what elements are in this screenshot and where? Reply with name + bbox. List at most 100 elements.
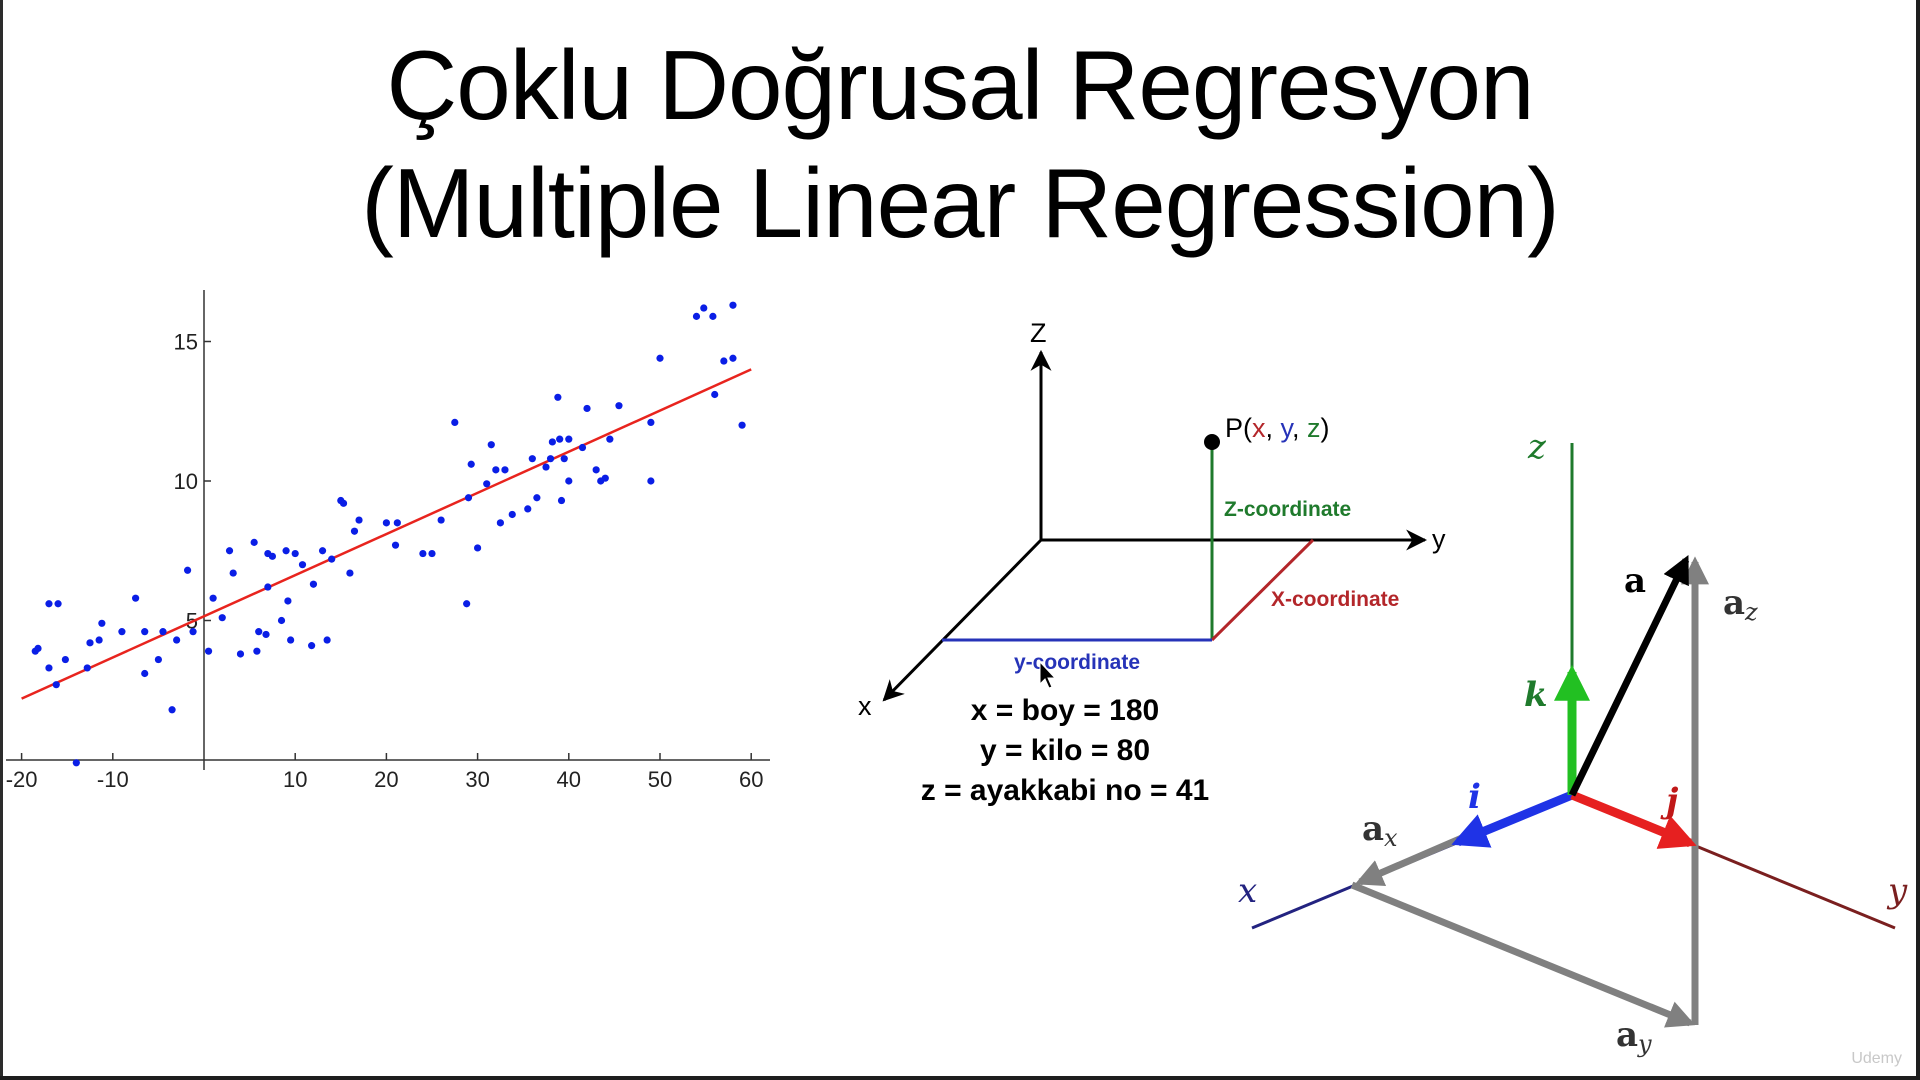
- scatter-point: [45, 664, 53, 672]
- scatter-point: [268, 552, 276, 560]
- point-p-label-x: x: [1252, 413, 1266, 443]
- x-tick-label: 20: [374, 767, 398, 792]
- z-coordinate-label: Z-coordinate: [1224, 498, 1351, 521]
- component-ay-arrow: [1350, 881, 1696, 1028]
- scatter-point: [501, 466, 509, 474]
- scatter-point: [428, 549, 436, 558]
- vector-diagram: z x y a az ax ay i j k: [1238, 427, 1908, 1058]
- scatter-point: [578, 443, 587, 452]
- scatter-point: [141, 669, 149, 678]
- x-tick-label: 50: [648, 767, 672, 792]
- x-axis-label: x: [858, 691, 872, 721]
- scatter-point: [565, 477, 573, 485]
- scatter-point: [250, 538, 258, 546]
- scatter-point: [262, 630, 270, 639]
- point-p-label-sep2: ,: [1292, 413, 1307, 443]
- point-p-label: P(x, y, z): [1225, 413, 1330, 443]
- point-p-label-y: y: [1281, 413, 1295, 443]
- udemy-watermark: Udemy: [1851, 1050, 1902, 1067]
- scatter-point: [173, 636, 181, 644]
- component-ax-arrow: [1354, 834, 1464, 886]
- y-tick-label: 10: [174, 469, 198, 494]
- scatter-point: [159, 628, 167, 636]
- x-tick-label: 30: [465, 767, 489, 792]
- vector-x-axis-label: x: [1238, 871, 1257, 911]
- scatter-point: [709, 312, 717, 320]
- scatter-point: [98, 619, 106, 627]
- equation-x: x = boy = 180: [971, 694, 1159, 727]
- scatter-point: [287, 636, 295, 644]
- scatter-point: [656, 354, 664, 362]
- scatter-point: [560, 455, 568, 463]
- scatter-point: [83, 664, 91, 672]
- scatter-point: [204, 647, 213, 655]
- coordinate-diagram: Z y x P(x, y, z) Z-coordinate X-coordina…: [858, 318, 1446, 807]
- scatter-point: [54, 600, 62, 608]
- scatter-point: [284, 597, 292, 605]
- y-tick-label: 15: [174, 330, 198, 355]
- component-ay-base: a: [1616, 1015, 1638, 1055]
- scatter-point: [95, 636, 103, 644]
- scatter-point: [218, 614, 226, 622]
- scatter-point: [451, 418, 459, 427]
- x-coordinate-label: X-coordinate: [1271, 588, 1399, 611]
- z-axis-label: Z: [1030, 318, 1047, 348]
- scatter-plot: -20-1010203040506051015: [6, 290, 770, 792]
- equation-z: z = ayakkabi no = 41: [921, 774, 1210, 807]
- scatter-point: [487, 441, 495, 449]
- x-tick-label: 40: [557, 767, 581, 792]
- slide-title-line-2: (Multiple Linear Regression): [361, 148, 1560, 258]
- vector-a-label: a: [1624, 561, 1646, 601]
- frame-edge-bottom: [0, 1076, 1920, 1080]
- scatter-point: [118, 628, 126, 636]
- scatter-point: [692, 312, 701, 320]
- unit-vector-j-arrow: [1570, 790, 1697, 849]
- scatter-point: [729, 301, 737, 309]
- scatter-point: [483, 480, 491, 488]
- unit-vector-i-label: i: [1468, 777, 1481, 817]
- scatter-point: [437, 516, 445, 524]
- scatter-point: [528, 455, 536, 463]
- y-axis-label: y: [1432, 524, 1446, 554]
- vector-a-arrow: [1568, 554, 1690, 797]
- scatter-point: [209, 594, 217, 602]
- scatter-point: [548, 438, 556, 446]
- component-az-label: az: [1723, 583, 1758, 626]
- scatter-point: [542, 463, 550, 471]
- scatter-point: [277, 616, 286, 625]
- frame-edge-left: [0, 0, 3, 1080]
- scatter-point: [554, 393, 562, 401]
- scatter-point: [339, 499, 348, 507]
- scatter-point: [189, 628, 197, 636]
- x-tick-label: 60: [739, 767, 763, 792]
- scatter-point: [615, 402, 623, 410]
- scatter-point: [419, 549, 427, 558]
- scatter-point: [647, 477, 655, 485]
- scatter-point: [546, 455, 555, 463]
- scatter-point: [154, 655, 162, 664]
- x-tick-label: -20: [6, 767, 38, 792]
- component-ax-label: ax: [1362, 809, 1398, 852]
- scatter-point: [382, 519, 390, 527]
- scatter-point: [524, 505, 532, 513]
- scatter-point: [464, 494, 473, 502]
- scatter-point: [601, 474, 609, 482]
- frame-edge-right: [1916, 0, 1920, 1080]
- scatter-point: [132, 594, 140, 602]
- scatter-point: [496, 519, 504, 527]
- slide-title-line-1: Çoklu Doğrusal Regresyon: [386, 30, 1534, 140]
- scatter-point: [86, 639, 94, 647]
- point-p-label-suffix: ): [1321, 413, 1330, 443]
- scatter-point: [183, 566, 192, 574]
- scatter-point: [72, 759, 80, 767]
- scatter-point: [255, 628, 263, 636]
- scatter-point: [474, 544, 482, 552]
- scatter-point: [391, 541, 400, 549]
- point-p-label-sep1: ,: [1266, 413, 1281, 443]
- scatter-point: [309, 580, 318, 588]
- scatter-point: [533, 494, 541, 502]
- scatter-point: [592, 466, 600, 474]
- scatter-point: [463, 600, 471, 608]
